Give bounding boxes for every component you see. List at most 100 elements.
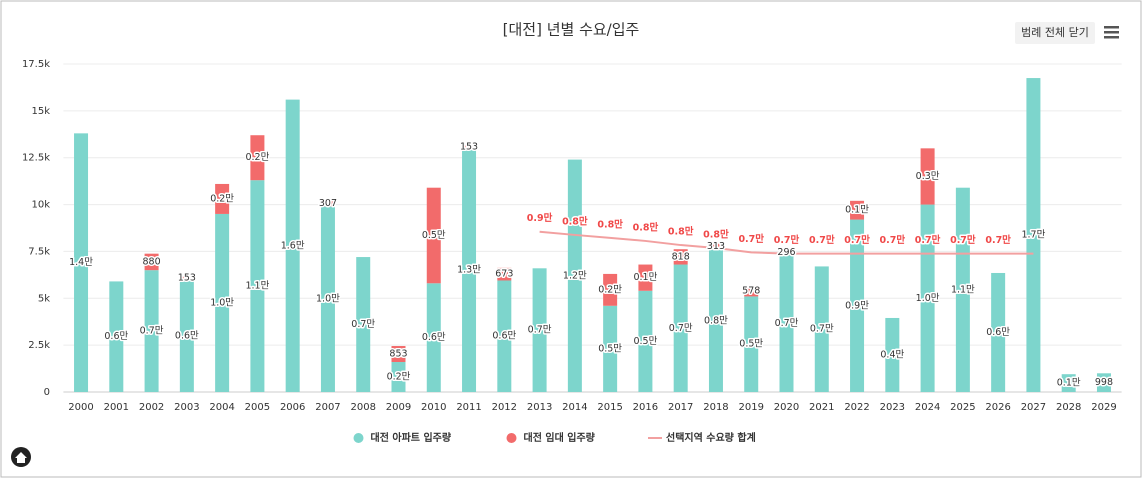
data-label: 880: [143, 256, 161, 267]
data-label: 1.0만: [210, 297, 234, 308]
x-tick-label: 2002: [139, 402, 164, 413]
bar-segment: [744, 285, 759, 297]
home-icon[interactable]: [11, 447, 31, 467]
x-tick-label: 2007: [315, 402, 340, 413]
bar-segment: [109, 281, 124, 392]
data-label: 0.8만: [597, 218, 623, 230]
data-label: 1.4만: [69, 257, 93, 268]
data-label: 0.7만: [880, 234, 906, 246]
x-tick-label: 2004: [209, 402, 234, 413]
y-tick-label: 17.5k: [22, 59, 50, 70]
data-label: 0.7만: [738, 233, 764, 245]
bar-segment: [779, 249, 794, 256]
data-label: 818: [672, 251, 690, 262]
bar-segment: [955, 187, 970, 392]
x-tick-label: 2023: [880, 402, 905, 413]
bar-segment: [603, 305, 618, 392]
bar-segment: [215, 213, 230, 392]
data-label: 0.1만: [845, 205, 869, 216]
bar-segment: [850, 200, 865, 220]
x-tick-label: 2029: [1091, 402, 1116, 413]
bar-segment: [285, 99, 300, 393]
bar-segment: [497, 280, 512, 392]
x-tick-label: 2013: [527, 402, 552, 413]
bar-segment: [179, 279, 194, 392]
data-label: 1.2만: [563, 270, 587, 281]
x-tick-label: 2015: [597, 402, 622, 413]
legend-swatch[interactable]: [353, 433, 364, 443]
bar-segment: [1026, 78, 1041, 393]
x-tick-label: 2022: [844, 402, 869, 413]
data-label: 0.8만: [668, 226, 694, 238]
y-tick-label: 7.5k: [28, 246, 50, 257]
x-tick-label: 2000: [68, 402, 93, 413]
legend-label[interactable]: 대전 아파트 입주량: [371, 431, 452, 444]
x-tick-label: 2012: [492, 402, 517, 413]
x-tick-label: 2001: [104, 402, 129, 413]
x-tick-label: 2010: [421, 402, 446, 413]
data-label: 1.0만: [316, 294, 340, 305]
data-label: 0.2만: [245, 152, 269, 163]
data-label: 0.8만: [562, 215, 588, 227]
data-label: 0.7만: [844, 234, 870, 246]
legend-button-bg[interactable]: [1015, 22, 1095, 44]
data-label: 307: [319, 198, 337, 209]
bar-segment: [744, 296, 759, 392]
data-label: 0.8만: [703, 229, 729, 241]
data-label: 0.7만: [950, 234, 976, 246]
bar-segment: [250, 135, 265, 181]
legend-button[interactable]: 범례 전체 닫기: [1021, 26, 1089, 39]
data-label: 153: [178, 273, 196, 284]
bar-segment: [567, 159, 582, 392]
x-tick-label: 2027: [1021, 402, 1046, 413]
data-label: 296: [777, 247, 795, 258]
data-label: 1.1만: [951, 284, 975, 295]
legend-label[interactable]: 대전 임대 입주량: [524, 431, 596, 444]
data-label: 998: [1095, 377, 1113, 388]
bar-segment: [885, 317, 900, 392]
bar-segment: [497, 267, 512, 281]
data-label: 0.6만: [422, 332, 446, 343]
bar-segment: [426, 283, 441, 392]
y-tick-label: 2.5k: [28, 340, 50, 351]
x-tick-label: 2025: [950, 402, 975, 413]
data-label: 0.7만: [528, 325, 552, 336]
x-tick-label: 2024: [915, 402, 940, 413]
bar-segment: [1061, 374, 1076, 392]
bar-segment: [250, 180, 265, 392]
data-label: 0.2만: [598, 284, 622, 295]
bar-segment: [850, 219, 865, 392]
bar-segment: [1096, 373, 1111, 392]
data-label: 0.5만: [739, 339, 763, 350]
bar-segment: [144, 253, 159, 271]
bar-segment: [673, 249, 688, 265]
data-label: 1.1만: [245, 281, 269, 292]
menu-icon[interactable]: [1104, 26, 1119, 39]
data-label: 313: [707, 241, 725, 252]
x-tick-label: 2008: [350, 402, 375, 413]
data-label: 853: [389, 349, 407, 360]
data-label: 0.4만: [880, 349, 904, 360]
data-label: 1.3만: [457, 265, 481, 276]
bar-segment: [638, 290, 653, 392]
bar-segment: [320, 200, 335, 207]
data-label: 1.6만: [281, 240, 305, 251]
bar-segment: [74, 133, 89, 392]
data-label: 0.7만: [140, 326, 164, 337]
data-label: 0.2만: [210, 193, 234, 204]
x-tick-label: 2028: [1056, 402, 1081, 413]
data-label: 0.5만: [633, 336, 657, 347]
bar-segment: [638, 264, 653, 291]
legend-label[interactable]: 선택지역 수요량 합계: [666, 431, 756, 444]
data-label: 0.7만: [915, 234, 941, 246]
legend-swatch[interactable]: [506, 433, 517, 443]
data-label: 0.5만: [422, 230, 446, 241]
x-tick-label: 2003: [174, 402, 199, 413]
bar-segment: [603, 273, 618, 306]
x-tick-label: 2016: [633, 402, 658, 413]
x-tick-label: 2026: [985, 402, 1010, 413]
data-label: 0.7만: [810, 324, 834, 335]
x-tick-label: 2019: [739, 402, 764, 413]
data-label: 0.6만: [104, 331, 128, 342]
